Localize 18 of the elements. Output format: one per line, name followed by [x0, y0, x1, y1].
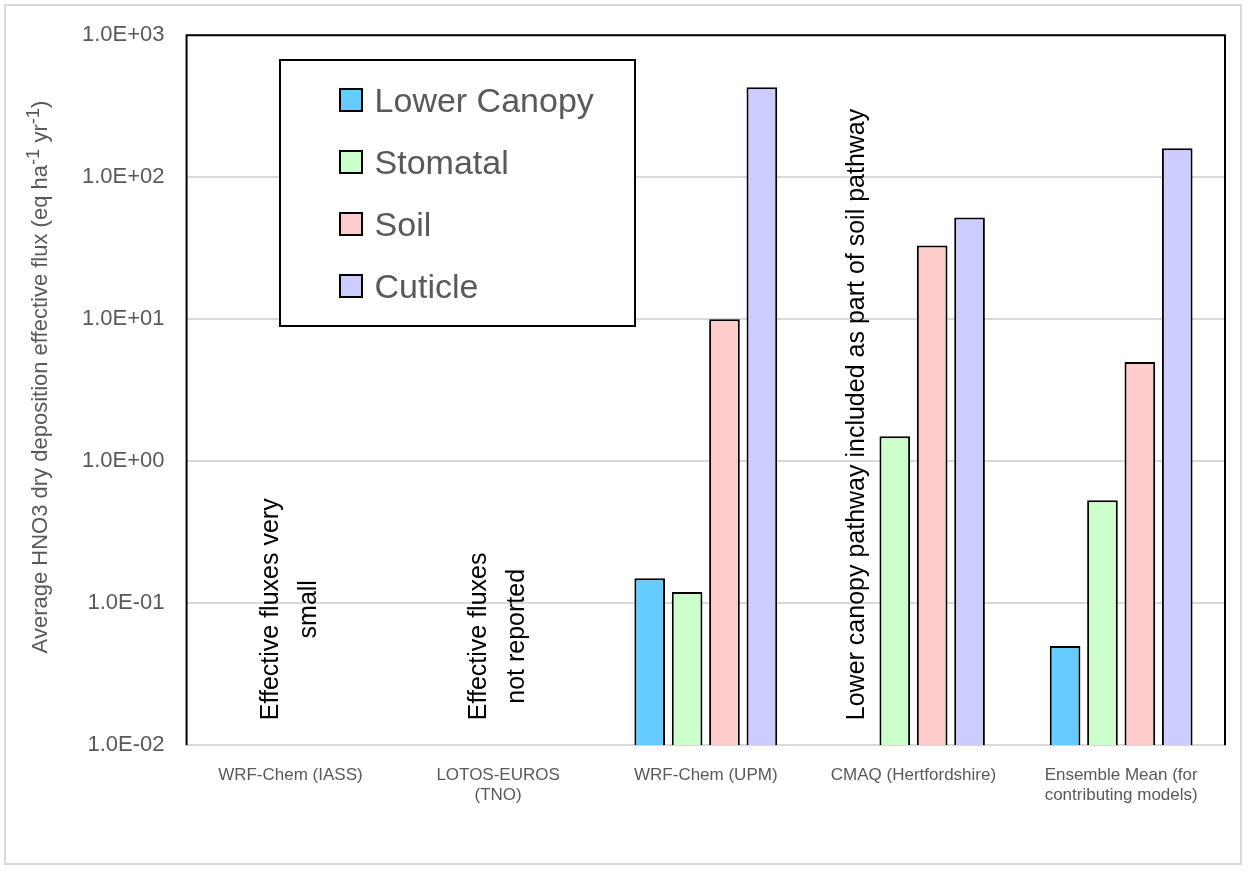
x-tick-label: Ensemble Mean (for contributing models)	[1044, 765, 1199, 805]
legend-label: Stomatal	[374, 142, 509, 182]
x-tick-label: WRF-Chem (IASS)	[218, 765, 363, 785]
y-tick-label: 1.0E+01	[82, 305, 165, 331]
legend-label: Cuticle	[374, 266, 479, 306]
x-tick-label: LOTOS-EUROS (TNO)	[436, 765, 560, 805]
y-tick-label: 1.0E-01	[87, 589, 165, 615]
annotation: Effective fluxes not reported	[462, 552, 529, 721]
y-tick-label: 1.0E+03	[82, 21, 165, 47]
legend-label: Lower Canopy	[374, 80, 594, 120]
annotation: Lower canopy pathway included as part of soil pathway	[841, 108, 870, 721]
y-tick-label: 1.0E-02	[87, 731, 165, 757]
y-tick-label: 1.0E+00	[82, 447, 165, 473]
legend-label: Soil	[374, 204, 432, 244]
annotation: Effective fluxes very small	[255, 497, 322, 721]
x-tick-label: CMAQ (Hertfordshire)	[830, 765, 997, 785]
x-tick-label: WRF-Chem (UPM)	[634, 765, 778, 785]
y-tick-label: 1.0E+02	[82, 163, 165, 189]
